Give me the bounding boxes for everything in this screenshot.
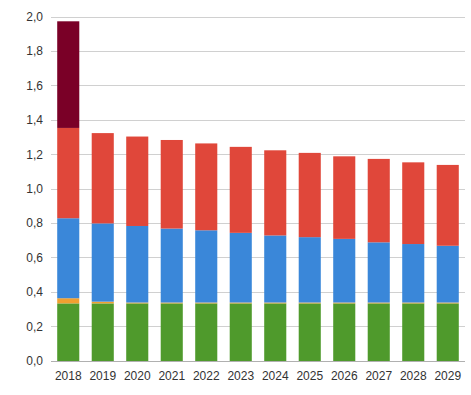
bar-segment: [264, 303, 286, 361]
bar-segment: [437, 303, 459, 361]
y-tick-label: 0,2: [26, 320, 43, 334]
bar-segment: [57, 303, 79, 361]
bar-segment: [161, 139, 183, 140]
chart: 0,0 0,2 0,4 0,6 0,8 1,0 1,2 1,4 1,6 1,8 2,0 2018 201…: [0, 0, 471, 395]
bar-segment: [368, 158, 390, 159]
y-tick-label: 2,0: [26, 10, 43, 24]
y-tick-label: 0,6: [26, 251, 43, 265]
bar-segment: [437, 165, 459, 246]
x-tick-label: 2027: [365, 369, 392, 383]
bar-segment: [437, 164, 459, 165]
bar-segment: [57, 298, 79, 303]
bar-segment: [299, 237, 321, 302]
y-tick-label: 1,6: [26, 79, 43, 93]
bar-segment: [368, 242, 390, 302]
x-tick-label: 2020: [124, 369, 151, 383]
bar-segment: [333, 156, 355, 157]
bar-segment: [264, 150, 286, 151]
bar-segment: [299, 152, 321, 153]
bar-segment: [299, 303, 321, 361]
grid-line: [51, 120, 465, 121]
bar-segment: [437, 246, 459, 303]
bar-segment: [333, 156, 355, 239]
bar-segment: [195, 143, 217, 144]
grid-line: [51, 51, 465, 52]
bar-segment: [92, 133, 114, 134]
x-tick-label: 2023: [227, 369, 254, 383]
y-tick-label: 1,4: [26, 113, 43, 127]
grid-line: [51, 17, 465, 18]
bar-segment: [402, 162, 424, 163]
y-tick-label: 0,0: [26, 354, 43, 368]
bar-segment: [264, 150, 286, 235]
bar-segment: [402, 162, 424, 244]
bar-segment: [161, 303, 183, 361]
bar-segment: [402, 303, 424, 361]
x-tick-label: 2029: [434, 369, 461, 383]
bar-segment: [126, 303, 148, 361]
bar-segment: [333, 303, 355, 361]
bar-segment: [92, 133, 114, 223]
bar-segment: [333, 239, 355, 303]
y-tick-label: 1,0: [26, 182, 43, 196]
y-tick-label: 0,8: [26, 216, 43, 230]
x-tick-label: 2021: [158, 369, 185, 383]
bar-segment: [195, 303, 217, 361]
bar-segment: [161, 229, 183, 303]
bar-segment: [57, 218, 79, 298]
bar-segment: [161, 140, 183, 229]
x-tick-label: 2024: [262, 369, 289, 383]
bar-segment: [230, 303, 252, 361]
bar-segment: [195, 143, 217, 230]
bar-segment: [57, 128, 79, 218]
bar-segment: [92, 303, 114, 361]
bar-segment: [92, 302, 114, 304]
bar-segment: [230, 233, 252, 303]
bar-segment: [368, 303, 390, 361]
bar-segment: [402, 244, 424, 302]
bar-segment: [264, 235, 286, 302]
bar-segment: [230, 146, 252, 147]
bar-segment: [57, 21, 79, 128]
bars: [57, 21, 459, 361]
x-tick-label: 2018: [55, 369, 82, 383]
bar-segment: [126, 137, 148, 226]
x-tick-label: 2026: [331, 369, 358, 383]
x-tick-label: 2022: [193, 369, 220, 383]
y-tick-label: 1,8: [26, 44, 43, 58]
bar-segment: [368, 159, 390, 242]
x-tick-label: 2028: [400, 369, 427, 383]
x-tick-label: 2019: [89, 369, 116, 383]
bar-segment: [126, 136, 148, 137]
grid-line: [51, 85, 465, 86]
y-tick-label: 1,2: [26, 148, 43, 162]
bar-segment: [299, 153, 321, 237]
bar-segment: [230, 147, 252, 233]
bar-segment: [126, 226, 148, 303]
bar-segment: [92, 223, 114, 301]
y-tick-label: 0,4: [26, 285, 43, 299]
x-tick-label: 2025: [296, 369, 323, 383]
bar-segment: [195, 230, 217, 302]
